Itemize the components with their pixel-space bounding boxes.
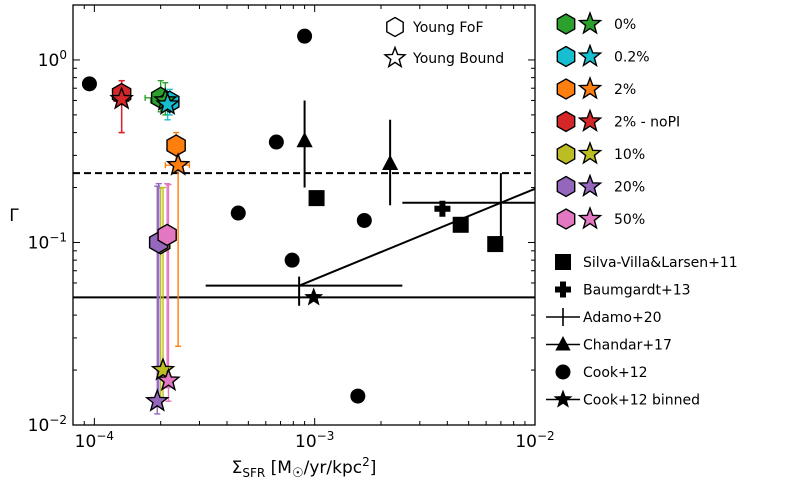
y-tick-label: 10−1 [28,230,67,253]
legend-hexagon-icon [556,13,576,35]
series-circle [81,28,372,404]
circle-point [230,205,246,221]
color-legend-label: 20% [614,180,645,196]
circle-point [81,76,97,92]
axes: 10−4 10−3 10−2 10−2 10−1 100 ΣSFR [M☉/yr/kpc2]… [9,4,555,480]
series-errcross [205,173,535,306]
color-legend-label: 50% [614,212,645,228]
model-markers [109,79,191,415]
legend-square-icon [555,254,571,270]
square-point [487,236,504,253]
observation-legend: Silva-Villa&Larsen+11 Baumgardt+13 Adamo+2… [546,254,738,409]
color-legend-label: 0.2% [614,50,650,66]
triangle-point [382,154,399,171]
legend-hexagon-icon [556,110,576,133]
legend-hexagon-icon [556,45,576,68]
observation-legend-label: Cook+12 [583,365,648,381]
shape-legend-label: Young FoF [412,20,484,36]
color-legend: 0% 0.2% 2% 2% - noPI 10% 20% 50% [556,10,680,230]
legend-circle-icon [555,364,571,380]
legend-star-icon [577,43,603,68]
plot-frame [72,4,536,426]
legend-hexagon-icon [386,16,404,38]
reference-lines [73,172,535,299]
y-axis: 10−2 10−1 100 [28,4,535,436]
observation-legend-label: Cook+12 binned [583,393,700,409]
circle-point [297,28,313,44]
legend-star-icon [383,45,407,69]
circle-point [268,134,284,150]
legend-star-icon [577,205,603,230]
legend-star-icon [577,108,603,133]
y-axis-label: Γ [9,206,19,226]
x-tick-label: 10−2 [515,429,554,452]
plus-point [434,200,451,217]
bound-star [144,388,170,412]
fof-hexagon [166,134,186,157]
adamo-fit-line [298,187,535,287]
y-tick-label: 10−2 [28,413,67,436]
star-point [304,287,324,306]
square-point [308,190,325,207]
triangle-point [296,131,313,148]
circle-point [356,212,372,228]
legend-hexagon-icon [556,175,576,198]
series-star [304,287,324,306]
bound-star [156,367,181,392]
legend-star-icon [553,389,573,408]
observation-legend-label: Silva-Villa&Larsen+11 [583,255,738,271]
shape-legend-label: Young Bound [412,51,504,67]
bound-star [155,91,181,116]
observation-markers [81,28,535,404]
observation-legend-label: Baumgardt+13 [583,283,691,299]
shape-legend: Young FoF Young Bound [383,16,504,69]
circle-point [284,252,300,268]
observation-legend-label: Chandar+17 [583,338,672,354]
legend-plus-icon [555,281,571,298]
plot-area [72,4,536,426]
legends: Young FoF Young Bound 0% 0.2% 2% 2% - noPI 10%… [383,10,738,409]
fof-hexagon [157,223,177,247]
legend-hexagon-icon [556,208,576,230]
bound-star [109,86,134,110]
legend-star-icon [577,173,603,198]
legend-triangle-icon [555,336,571,351]
observation-legend-label: Adamo+20 [583,310,662,326]
x-axis: 10−4 10−3 10−2 [72,5,555,452]
legend-star-icon [577,75,603,100]
legend-hexagon-icon [556,143,576,165]
legend-hexagon-icon [556,78,576,100]
x-tick-label: 10−3 [295,429,334,452]
legend-star-icon [577,10,603,35]
fof-errorbar [161,182,173,389]
bound-star [150,357,176,381]
color-legend-label: 0% [614,17,636,33]
legend-star-icon [577,140,603,165]
color-legend-label: 10% [614,147,645,163]
series-triangle [296,100,399,206]
color-legend-label: 2% - noPI [614,115,680,131]
bound-star [165,152,191,176]
circle-point [350,388,366,404]
x-axis-label: ΣSFR [M☉/yr/kpc2] [232,455,377,480]
series-plus [434,200,451,217]
color-legend-label: 2% [614,82,636,98]
x-tick-label: 10−4 [75,429,114,452]
y-tick-label: 100 [38,48,67,71]
